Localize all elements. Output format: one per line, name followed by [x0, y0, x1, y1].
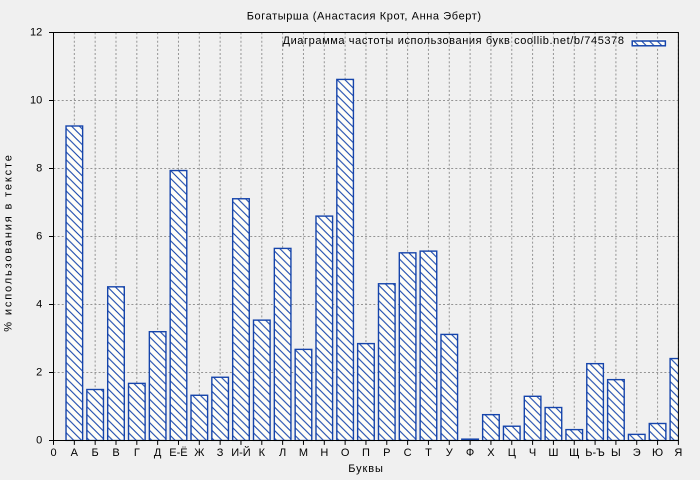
svg-text:Р: Р	[383, 447, 390, 459]
svg-text:Ц: Ц	[508, 447, 516, 459]
svg-text:Ч: Ч	[529, 447, 536, 459]
svg-text:Ш: Ш	[548, 447, 558, 459]
svg-text:К: К	[259, 447, 266, 459]
svg-text:2: 2	[36, 367, 42, 379]
svg-text:Щ: Щ	[569, 447, 579, 459]
svg-text:Ф: Ф	[466, 447, 474, 459]
svg-text:Б: Б	[92, 447, 99, 459]
svg-text:П: П	[362, 447, 370, 459]
svg-text:Г: Г	[134, 447, 140, 459]
svg-text:А: А	[71, 447, 79, 459]
svg-text:Д: Д	[154, 447, 162, 459]
svg-text:И-Й: И-Й	[231, 446, 250, 459]
svg-text:12: 12	[30, 27, 42, 39]
svg-text:Ь-Ъ: Ь-Ъ	[585, 447, 605, 459]
svg-text:0: 0	[50, 447, 56, 459]
svg-text:6: 6	[36, 231, 42, 243]
svg-text:Е-Ё: Е-Ё	[169, 447, 187, 459]
svg-text:Ы: Ы	[611, 447, 621, 459]
svg-text:10: 10	[30, 95, 42, 107]
svg-text:Ж: Ж	[194, 447, 204, 459]
svg-text:Н: Н	[320, 447, 328, 459]
svg-text:Диаграмма частоты использовани: Диаграмма частоты использования букв coo…	[283, 35, 625, 47]
svg-text:4: 4	[36, 299, 42, 311]
svg-text:Х: Х	[487, 447, 495, 459]
svg-text:З: З	[217, 447, 224, 459]
svg-text:Э: Э	[633, 447, 641, 459]
svg-text:М: М	[299, 447, 308, 459]
svg-text:О: О	[341, 447, 350, 459]
svg-text:Я: Я	[674, 447, 682, 459]
svg-text:В: В	[112, 447, 119, 459]
svg-text:Ю: Ю	[652, 447, 663, 459]
svg-text:Буквы: Буквы	[348, 463, 384, 475]
svg-text:У: У	[446, 447, 454, 459]
svg-text:Богатырша (Анастасия Крот, Анн: Богатырша (Анастасия Крот, Анна Эберт)	[247, 10, 482, 22]
svg-text:Т: Т	[425, 447, 432, 459]
svg-text:С: С	[404, 447, 412, 459]
svg-text:8: 8	[36, 163, 42, 175]
svg-text:% использования в тексте: % использования в тексте	[3, 153, 15, 331]
svg-text:Л: Л	[279, 447, 286, 459]
svg-text:0: 0	[36, 435, 42, 447]
